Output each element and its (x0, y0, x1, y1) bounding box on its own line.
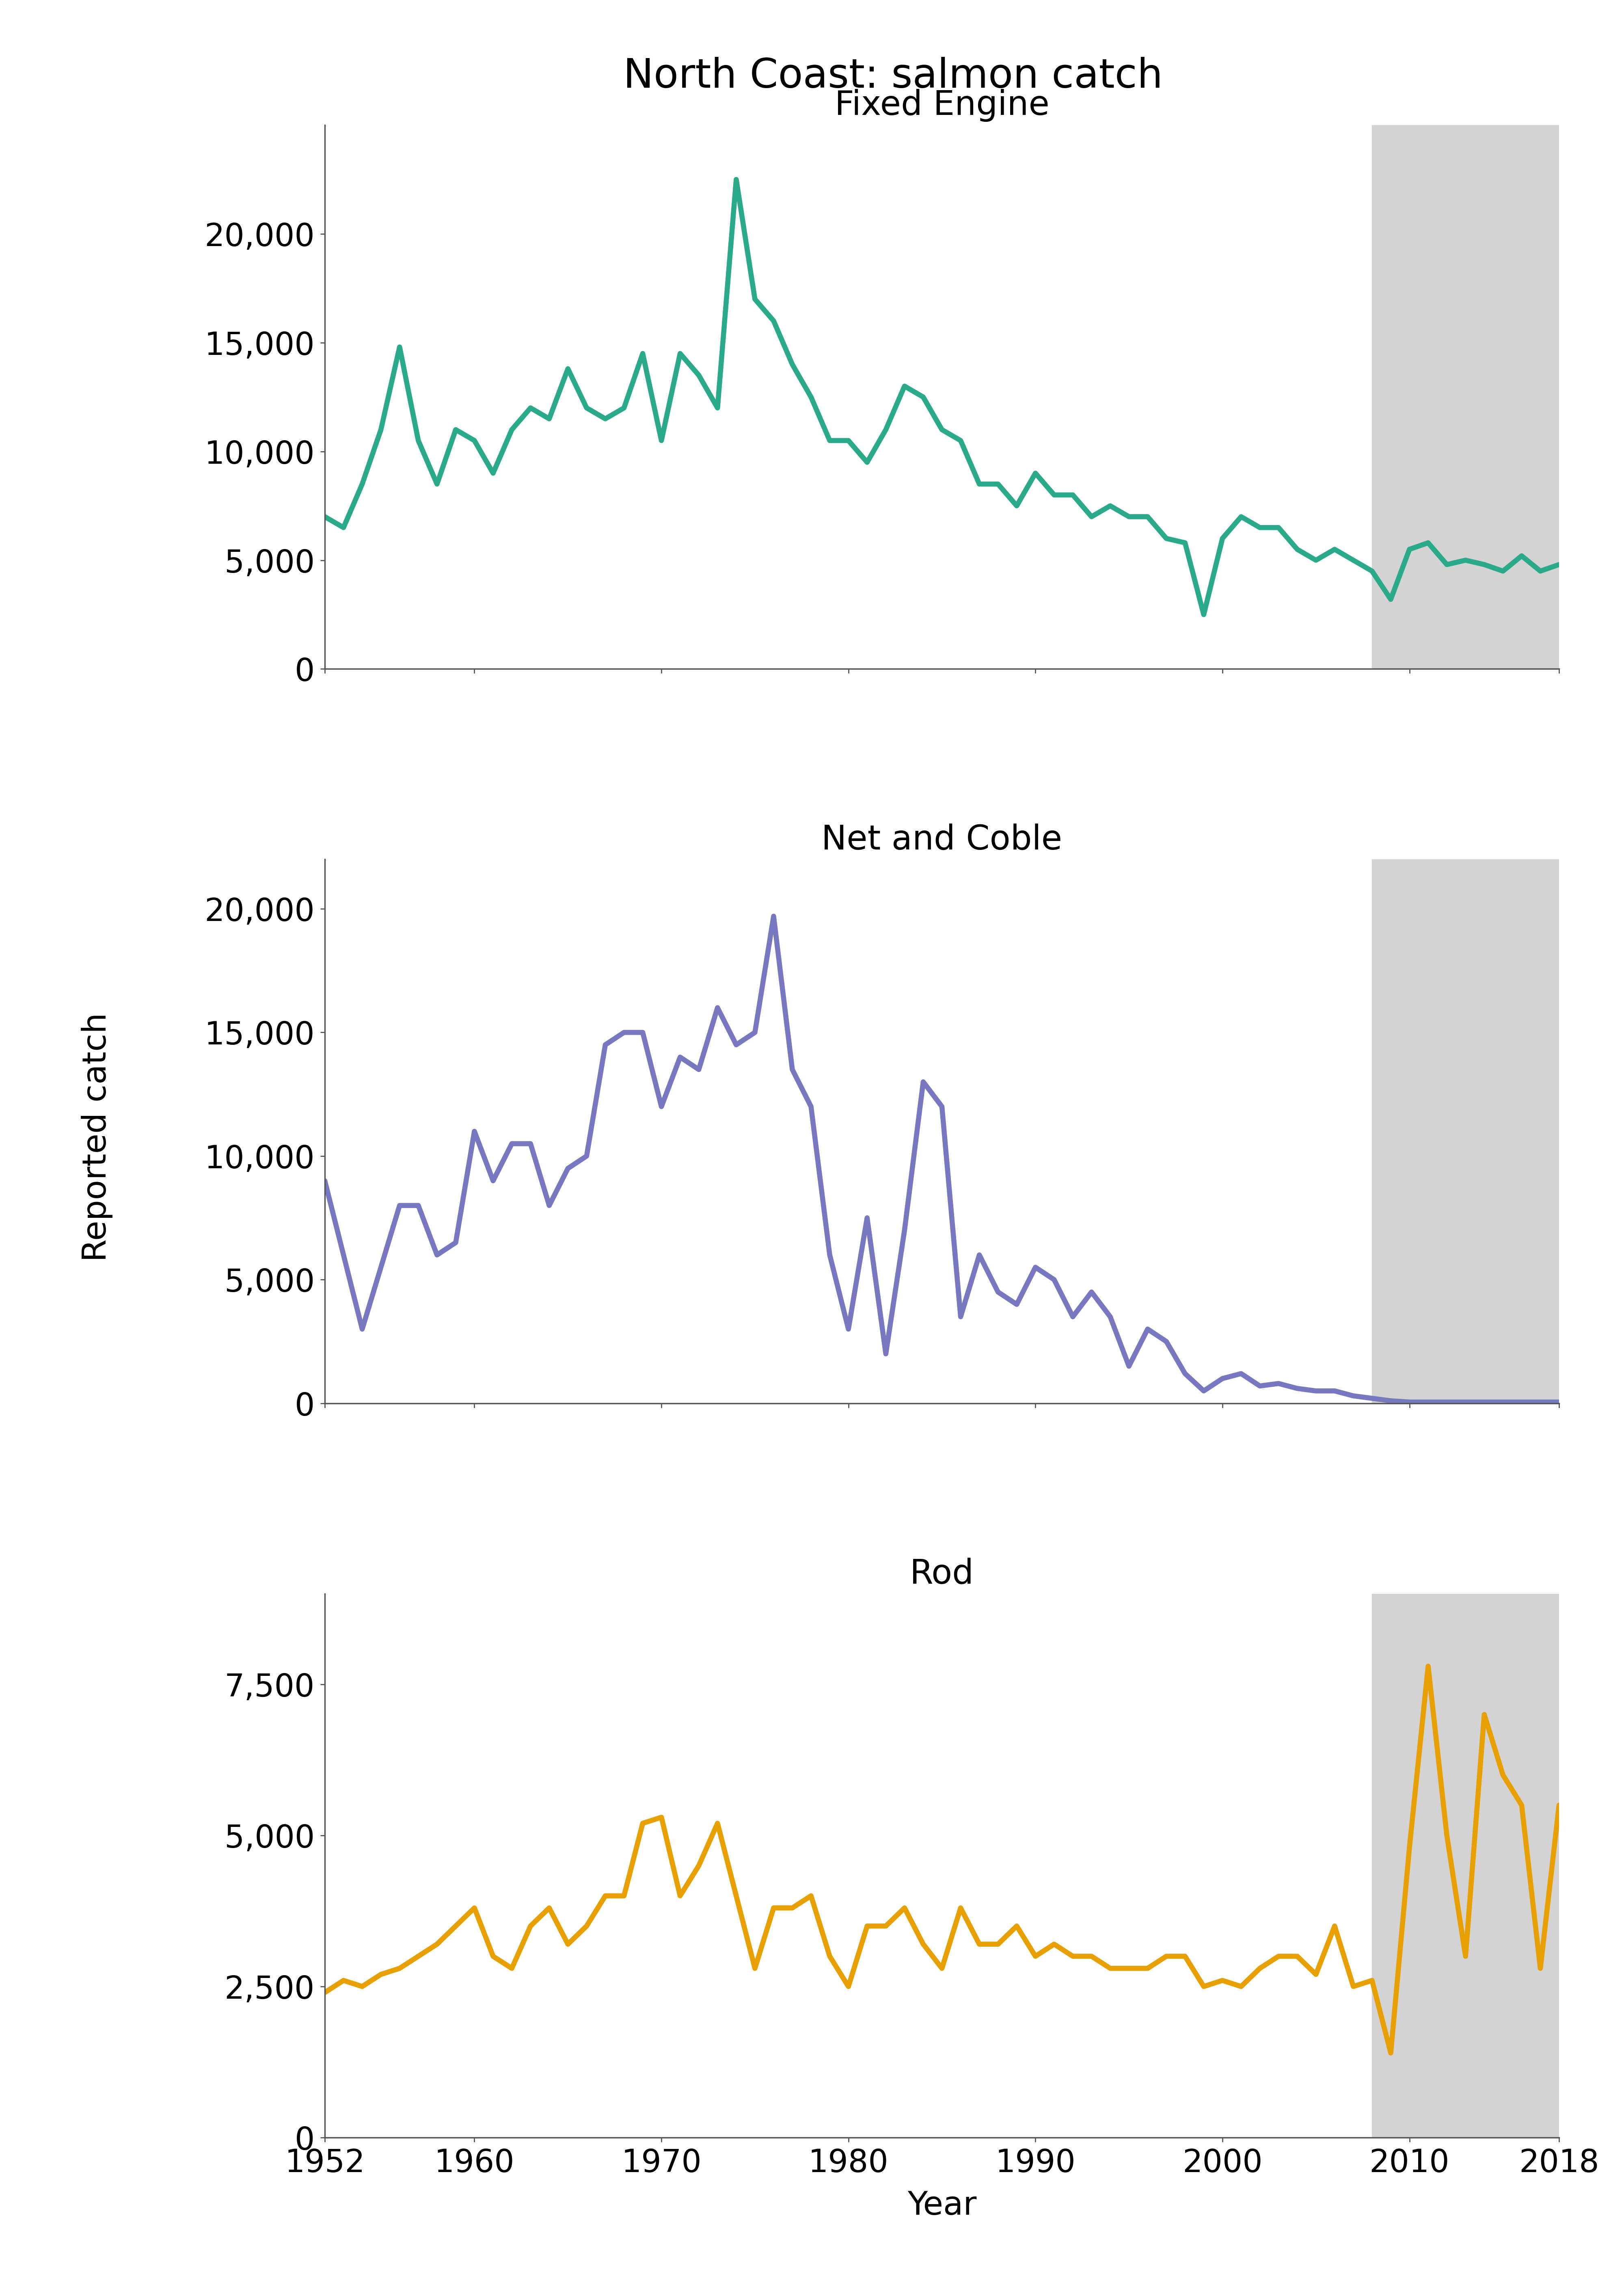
Title: Rod: Rod (909, 1558, 974, 1590)
Text: North Coast: salmon catch: North Coast: salmon catch (624, 57, 1163, 96)
Title: Net and Coble: Net and Coble (822, 823, 1062, 855)
Bar (1372, 125, 1559, 669)
Title: Fixed Engine: Fixed Engine (835, 89, 1049, 123)
Text: Reported catch: Reported catch (81, 1012, 114, 1262)
X-axis label: Year: Year (908, 2190, 976, 2222)
Bar (1372, 860, 1559, 1403)
Bar (1372, 1594, 1559, 2138)
